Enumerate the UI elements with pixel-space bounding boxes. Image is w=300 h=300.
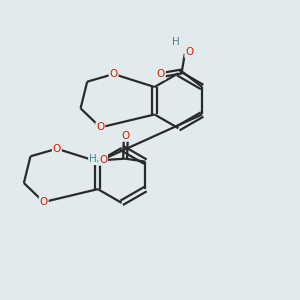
Text: O: O — [110, 69, 118, 79]
Text: O: O — [122, 131, 130, 141]
Text: O: O — [157, 70, 165, 80]
Text: O: O — [99, 155, 107, 165]
Text: O: O — [40, 197, 48, 207]
Text: H: H — [172, 37, 180, 47]
Text: O: O — [53, 144, 61, 154]
Text: O: O — [185, 47, 194, 57]
Text: H: H — [89, 154, 97, 164]
Text: O: O — [96, 122, 104, 132]
